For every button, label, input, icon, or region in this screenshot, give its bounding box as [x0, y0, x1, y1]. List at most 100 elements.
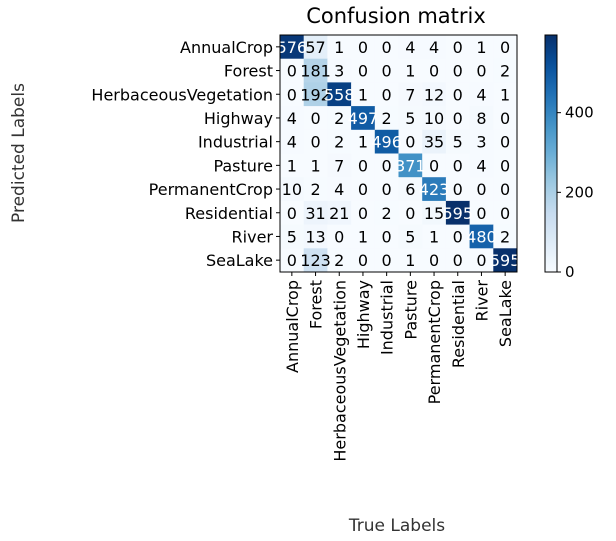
heatmap-cell-label: 0 — [405, 133, 415, 152]
y-tick-label: Residential — [185, 204, 273, 223]
heatmap-cell — [303, 177, 328, 202]
heatmap-cell — [280, 106, 305, 131]
heatmap-cell-label: 4 — [476, 85, 486, 104]
heatmap-cell-label: 0 — [310, 133, 320, 152]
heatmap-cell-label: 0 — [453, 109, 463, 128]
heatmap-cell-label: 0 — [500, 180, 510, 199]
heatmap-cell — [398, 177, 423, 202]
heatmap-cell — [398, 82, 423, 107]
heatmap-cell — [398, 248, 423, 273]
heatmap-cell — [469, 82, 494, 107]
heatmap-cell — [445, 224, 470, 249]
heatmap-cell — [374, 200, 399, 225]
heatmap-cell-label: 0 — [453, 62, 463, 81]
heatmap-cell — [351, 177, 376, 202]
y-tick-label: HerbaceousVegetation — [91, 85, 273, 104]
heatmap-cell-label: 7 — [334, 156, 344, 175]
heatmap-cell-label: 0 — [500, 133, 510, 152]
x-tick-label: PermanentCrop — [425, 280, 444, 404]
heatmap-cell-label: 4 — [405, 38, 415, 57]
heatmap-cell — [327, 153, 352, 178]
colorbar: 0 200 400 — [544, 34, 594, 281]
heatmap-cell — [374, 106, 399, 131]
heatmap-cell-label: 3 — [476, 133, 486, 152]
heatmap-cell — [493, 248, 518, 273]
heatmap-cell-label: 0 — [453, 38, 463, 57]
heatmap-cell-label: 10 — [282, 180, 302, 199]
heatmap-cell-label: 0 — [287, 85, 297, 104]
heatmap-cell-label: 181 — [300, 62, 331, 81]
heatmap-cell-label: 0 — [382, 38, 392, 57]
heatmap-cell-label: 6 — [405, 180, 415, 199]
heatmap-cell — [280, 129, 305, 154]
heatmap-cell — [327, 177, 352, 202]
y-tick-label: River — [232, 227, 274, 246]
heatmap-cell — [280, 58, 305, 83]
heatmap-cell — [374, 82, 399, 107]
heatmap-cell-label: 595 — [442, 204, 473, 223]
heatmap-cell-label: 2 — [334, 133, 344, 152]
y-axis-ticks: AnnualCrop Forest HerbaceousVegetation High… — [91, 38, 280, 270]
heatmap-cell-label: 0 — [476, 62, 486, 81]
y-tick-label: Highway — [204, 109, 273, 128]
heatmap-cell — [303, 248, 328, 273]
x-tick-label: Forest — [307, 280, 326, 329]
heatmap-cell-label: 0 — [382, 227, 392, 246]
heatmap-cell-label: 0 — [358, 62, 368, 81]
heatmap-cell-label: 1 — [500, 85, 510, 104]
heatmap-cell — [445, 35, 470, 60]
heatmap-cell-label: 1 — [358, 85, 368, 104]
x-tick-label: AnnualCrop — [283, 280, 302, 373]
heatmap-cell-label: 2 — [382, 109, 392, 128]
heatmap-cell-label: 2 — [500, 227, 510, 246]
heatmap-cell-label: 0 — [287, 62, 297, 81]
heatmap-cell — [493, 200, 518, 225]
heatmap-cell-label: 576 — [277, 38, 308, 57]
heatmap-cell — [398, 153, 423, 178]
heatmap-cell — [422, 82, 447, 107]
heatmap-cell-label: 0 — [382, 156, 392, 175]
heatmap-cell — [351, 129, 376, 154]
heatmap-cell-label: 7 — [405, 85, 415, 104]
heatmap-cell — [445, 106, 470, 131]
heatmap-cell — [493, 35, 518, 60]
heatmap-cell-label: 0 — [382, 180, 392, 199]
heatmap-cell — [493, 82, 518, 107]
heatmap-cell — [398, 58, 423, 83]
heatmap-cell — [280, 82, 305, 107]
x-tick-label: Highway — [354, 280, 373, 349]
chart-title: Confusion matrix — [306, 4, 486, 28]
heatmap-cell — [327, 200, 352, 225]
heatmap-cell-label: 2 — [334, 251, 344, 270]
heatmap-cell — [374, 224, 399, 249]
heatmap-cell — [493, 129, 518, 154]
heatmap-cell-label: 0 — [500, 38, 510, 57]
heatmap-cell-label: 123 — [300, 251, 331, 270]
heatmap-cell-label: 3 — [334, 62, 344, 81]
heatmap-cell-label: 1 — [287, 156, 297, 175]
heatmap-cell-label: 1 — [405, 251, 415, 270]
heatmap-cell — [327, 248, 352, 273]
heatmap-cell — [303, 58, 328, 83]
heatmap-cell-label: 0 — [287, 204, 297, 223]
colorbar-ticks: 0 200 400 — [557, 104, 594, 281]
heatmap-cell — [303, 224, 328, 249]
x-tick-label: HerbaceousVegetation — [330, 280, 349, 462]
heatmap-cell-label: 2 — [334, 109, 344, 128]
heatmap-cell-label: 13 — [305, 227, 325, 246]
heatmap-cell-label: 4 — [287, 109, 297, 128]
heatmap-cell-label: 1 — [358, 227, 368, 246]
heatmap-cell-label: 12 — [424, 85, 444, 104]
heatmap-cell — [469, 177, 494, 202]
heatmap-cell-label: 0 — [453, 85, 463, 104]
colorbar-tick-label: 200 — [565, 183, 594, 201]
heatmap-cell — [374, 177, 399, 202]
heatmap-cell — [280, 177, 305, 202]
heatmap-cell-label: 0 — [500, 109, 510, 128]
heatmap-cell-label: 192 — [300, 85, 331, 104]
heatmap-cell — [280, 248, 305, 273]
heatmap-cell-label: 35 — [424, 133, 444, 152]
heatmap-cell-label: 1 — [476, 38, 486, 57]
